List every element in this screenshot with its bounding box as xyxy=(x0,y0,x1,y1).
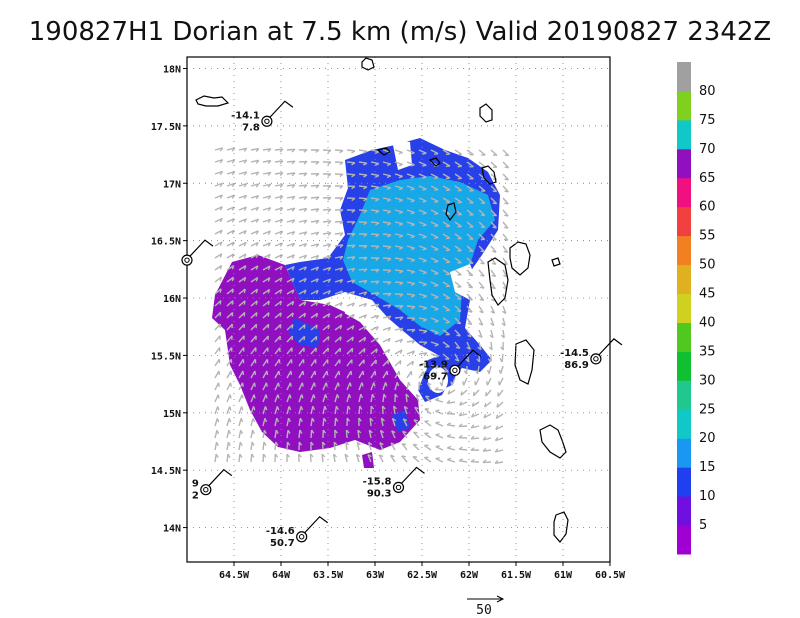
station-temp: -14.1 xyxy=(231,110,260,121)
colorbar-swatch xyxy=(677,235,691,266)
colorbar: 5 10 15 20 25 30 35 40 45 50 55 60 65 70 75 80 xyxy=(677,62,716,555)
colorbar-label: 60 xyxy=(699,200,716,215)
lat-tick-label: 18N xyxy=(163,64,181,75)
station-marker: -13.969.7 xyxy=(419,349,482,382)
scale-arrow: 50 xyxy=(467,595,505,618)
colorbar-swatch xyxy=(677,525,691,555)
colorbar-swatch xyxy=(677,293,691,323)
plot-title: 190827H1 Dorian at 7.5 km (m/s) Valid 20… xyxy=(29,17,771,47)
lat-tick-label: 16.5N xyxy=(151,237,181,248)
latitude-axis: 14N 14.5N 15N 15.5N 16N 16.5N 17N 17.5N 18N xyxy=(151,64,187,535)
station-temp: -15.8 xyxy=(363,476,392,487)
colorbar-label: 35 xyxy=(699,344,716,359)
colorbar-swatch xyxy=(677,322,691,352)
station-temp: -13.9 xyxy=(419,359,448,370)
colorbar-label: 80 xyxy=(699,84,716,99)
colorbar-swatch xyxy=(677,177,691,208)
lon-tick-label: 63W xyxy=(366,570,385,581)
station-value: 69.7 xyxy=(423,371,448,382)
station-value: 2 xyxy=(192,491,199,502)
lat-tick-label: 16N xyxy=(163,294,181,305)
colorbar-label: 75 xyxy=(699,113,716,128)
colorbar-swatch xyxy=(677,409,691,439)
colorbar-label: 10 xyxy=(699,489,716,504)
lat-tick-label: 17N xyxy=(163,179,181,190)
colorbar-label: 25 xyxy=(699,402,716,417)
longitude-axis: 64.5W 64W 63.5W 63W 62.5W 62W 61.5W 61W 60.5W xyxy=(219,562,626,581)
colorbar-label: 50 xyxy=(699,258,716,273)
lat-tick-label: 14.5N xyxy=(151,466,181,477)
station-marker: 92 xyxy=(192,468,233,502)
lon-tick-label: 64.5W xyxy=(219,570,250,581)
colorbar-swatch xyxy=(677,62,691,92)
station-value: 50.7 xyxy=(270,538,295,549)
colorbar-label: 5 xyxy=(699,518,707,533)
colorbar-swatch xyxy=(677,467,691,497)
colorbar-swatch xyxy=(677,90,691,121)
lon-tick-label: 62.5W xyxy=(407,570,438,581)
lon-tick-label: 60.5W xyxy=(595,570,626,581)
map-frame xyxy=(186,56,611,563)
colorbar-swatch xyxy=(677,206,691,237)
lon-tick-label: 61W xyxy=(554,570,573,581)
station-temp: -14.6 xyxy=(266,526,295,537)
colorbar-swatch xyxy=(677,148,691,179)
colorbar-label: 70 xyxy=(699,142,716,157)
map-gridlines xyxy=(187,57,610,562)
colorbar-label: 45 xyxy=(699,287,716,302)
station-marker: -15.890.3 xyxy=(363,466,425,499)
station-marker xyxy=(181,239,214,266)
station-value: 7.8 xyxy=(242,122,260,133)
lon-tick-label: 63.5W xyxy=(313,570,344,581)
station-marker: -14.650.7 xyxy=(266,515,329,549)
station-plots: -14.17.8 -13.969.7 -14.586.9 92 -15.890.3 -14… xyxy=(181,100,623,549)
station-temp: 9 xyxy=(192,479,199,490)
wind-speed-field xyxy=(212,138,510,468)
station-temp: -14.5 xyxy=(560,348,589,359)
lat-tick-label: 17.5N xyxy=(151,122,181,133)
colorbar-label: 30 xyxy=(699,373,716,388)
lat-tick-label: 15.5N xyxy=(151,351,181,362)
lon-tick-label: 62W xyxy=(460,570,479,581)
scale-arrow-label: 50 xyxy=(476,603,492,618)
lat-tick-label: 15N xyxy=(163,409,181,420)
colorbar-swatch xyxy=(677,119,691,150)
colorbar-label: 65 xyxy=(699,171,716,186)
colorbar-swatch xyxy=(677,351,691,381)
colorbar-swatch xyxy=(677,380,691,410)
colorbar-swatch xyxy=(677,264,691,295)
station-marker: -14.586.9 xyxy=(560,338,623,371)
lon-tick-label: 61.5W xyxy=(501,570,532,581)
colorbar-swatch xyxy=(677,438,691,468)
colorbar-label: 55 xyxy=(699,229,716,244)
colorbar-swatch xyxy=(677,496,691,526)
station-marker: -14.17.8 xyxy=(231,100,294,133)
station-value: 86.9 xyxy=(564,360,589,371)
colorbar-label: 20 xyxy=(699,431,716,446)
lat-tick-label: 14N xyxy=(163,524,181,535)
colorbar-label: 40 xyxy=(699,315,716,330)
lon-tick-label: 64W xyxy=(272,570,291,581)
coastline xyxy=(195,57,569,543)
station-value: 90.3 xyxy=(367,488,392,499)
colorbar-label: 15 xyxy=(699,460,716,475)
